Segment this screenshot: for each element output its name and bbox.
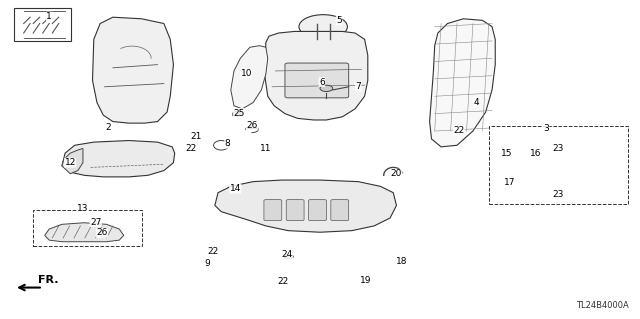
FancyBboxPatch shape <box>285 63 349 98</box>
Bar <box>14 8 72 41</box>
Text: TL24B4000A: TL24B4000A <box>576 301 629 310</box>
Text: 22: 22 <box>207 247 219 256</box>
Bar <box>33 210 141 247</box>
Circle shape <box>299 15 348 39</box>
Text: 26: 26 <box>97 228 108 237</box>
Text: 14: 14 <box>230 184 241 193</box>
Text: 7: 7 <box>355 82 361 91</box>
Polygon shape <box>62 141 175 177</box>
Text: 10: 10 <box>241 69 252 78</box>
Text: 4: 4 <box>474 98 479 107</box>
Text: 8: 8 <box>225 139 230 148</box>
Text: 23: 23 <box>552 190 564 199</box>
Polygon shape <box>93 17 173 123</box>
Polygon shape <box>45 223 124 242</box>
Text: 26: 26 <box>246 121 257 130</box>
Text: 17: 17 <box>504 178 516 187</box>
Text: 20: 20 <box>391 169 402 178</box>
Polygon shape <box>62 148 83 174</box>
Text: 22: 22 <box>185 144 196 153</box>
Circle shape <box>320 85 333 92</box>
Polygon shape <box>215 180 396 232</box>
Circle shape <box>233 111 243 116</box>
Text: 22: 22 <box>277 278 289 286</box>
Text: 12: 12 <box>65 158 76 167</box>
Text: 3: 3 <box>543 124 549 133</box>
Text: 1: 1 <box>46 12 52 21</box>
Text: 9: 9 <box>204 259 210 268</box>
Text: 24: 24 <box>281 250 292 259</box>
Text: 22: 22 <box>453 126 465 135</box>
FancyBboxPatch shape <box>308 200 326 220</box>
Text: 16: 16 <box>530 149 541 158</box>
Polygon shape <box>264 32 368 120</box>
Circle shape <box>284 254 293 259</box>
FancyBboxPatch shape <box>286 200 304 220</box>
Text: 25: 25 <box>234 108 244 117</box>
Polygon shape <box>429 19 495 147</box>
Text: FR.: FR. <box>38 275 59 285</box>
Text: 2: 2 <box>106 123 111 132</box>
Text: 13: 13 <box>77 204 89 213</box>
Text: 5: 5 <box>336 16 342 25</box>
Text: 23: 23 <box>552 144 564 153</box>
Bar <box>489 126 628 204</box>
Text: 18: 18 <box>396 257 407 266</box>
Text: 11: 11 <box>260 144 271 153</box>
Text: 19: 19 <box>360 276 372 285</box>
Text: 15: 15 <box>501 149 513 158</box>
Polygon shape <box>231 46 268 109</box>
Text: 27: 27 <box>90 218 101 226</box>
FancyBboxPatch shape <box>264 200 282 220</box>
Text: 21: 21 <box>190 132 202 141</box>
Text: 6: 6 <box>319 78 324 86</box>
FancyBboxPatch shape <box>331 200 349 220</box>
